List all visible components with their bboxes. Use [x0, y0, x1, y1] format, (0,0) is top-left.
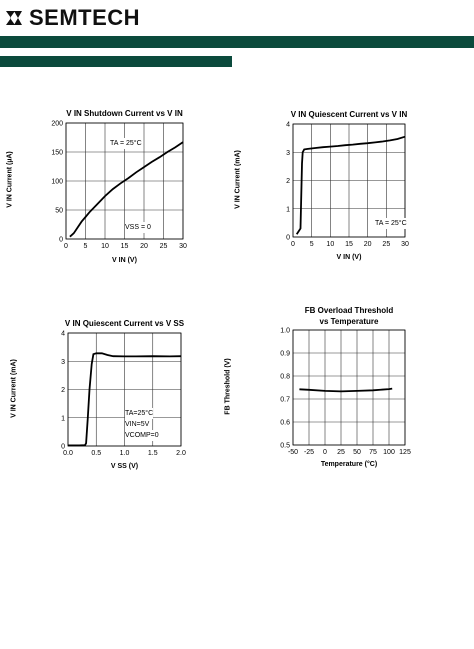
y-tick-label: 2: [286, 178, 290, 185]
series-line: [299, 387, 393, 393]
x-tick-label: 30: [179, 243, 187, 250]
y-tick-label: 4: [286, 122, 290, 129]
y-tick-label: 0.9: [280, 351, 290, 358]
y-axis-label: FB Threshold (V): [224, 357, 232, 415]
header-band: [0, 36, 474, 48]
y-tick-label: 0.8: [280, 374, 290, 381]
x-tick-label: 0: [323, 449, 327, 456]
y-tick-label: 0: [286, 235, 290, 242]
x-tick-label: 125: [399, 449, 411, 456]
x-tick-label: 25: [160, 243, 168, 250]
y-tick-label: 50: [55, 208, 63, 215]
series-line: [68, 352, 182, 447]
chart-title: V IN Quiescent Current vs V SS: [64, 319, 185, 328]
y-tick-label: 1: [286, 206, 290, 213]
section-bar: [0, 56, 232, 67]
y-tick-label: 0.6: [280, 420, 290, 427]
x-tick-label: 15: [121, 243, 129, 250]
x-axis-label: Temperature (°C): [320, 461, 378, 468]
y-tick-label: 0.5: [280, 443, 290, 450]
chart-annotation: VIN=5V: [125, 419, 150, 430]
x-axis-label: V SS (V): [110, 463, 139, 470]
chart-annotation: TA=25°C: [125, 408, 154, 419]
x-tick-label: 5: [310, 241, 314, 248]
x-tick-label: 0: [64, 243, 68, 250]
y-tick-label: 3: [61, 359, 65, 366]
y-tick-label: 0.7: [280, 397, 290, 404]
chart-title: FB Overload Threshold: [304, 306, 394, 315]
chart-title: V IN Shutdown Current vs V IN: [66, 109, 183, 118]
x-tick-label: 1.5: [148, 450, 158, 457]
plot-frame: [292, 123, 406, 238]
x-tick-label: 20: [140, 243, 148, 250]
y-tick-label: 150: [51, 150, 63, 157]
y-tick-label: 3: [286, 150, 290, 157]
x-axis-label: V IN (V): [336, 254, 362, 261]
chart-annotation: VSS = 0: [125, 222, 151, 233]
y-tick-label: 1.0: [280, 328, 290, 335]
plot-frame: [67, 332, 182, 447]
x-tick-label: 25: [382, 241, 390, 248]
semtech-logo-mark-icon: [6, 11, 22, 25]
series-line: [295, 135, 406, 235]
x-tick-label: -50: [288, 449, 298, 456]
x-tick-label: 100: [383, 449, 395, 456]
x-tick-label: 0.0: [63, 450, 73, 457]
y-tick-label: 1: [61, 415, 65, 422]
y-tick-label: 100: [51, 179, 63, 186]
semtech-logo: SEMTECH: [3, 3, 140, 33]
x-tick-label: 1.0: [120, 450, 130, 457]
y-tick-label: 2: [61, 387, 65, 394]
x-tick-label: 5: [84, 243, 88, 250]
x-axis-label: V IN (V): [112, 257, 137, 264]
chart-title: V IN Quiescent Current vs V IN: [290, 110, 408, 119]
plot-frame: [65, 122, 184, 240]
x-tick-label: 25: [337, 449, 345, 456]
x-tick-label: 20: [364, 241, 372, 248]
x-tick-label: 10: [326, 241, 334, 248]
x-tick-label: 15: [345, 241, 353, 248]
x-tick-label: -25: [304, 449, 314, 456]
brand-name: SEMTECH: [29, 5, 141, 30]
y-tick-label: 0: [61, 444, 65, 451]
plot-frame: [292, 329, 406, 446]
x-tick-label: 75: [369, 449, 377, 456]
x-tick-label: 0: [291, 241, 295, 248]
chart-subtitle: vs Temperature: [319, 317, 379, 326]
chart-annotation: VCOMP=0: [125, 430, 159, 441]
x-tick-label: 30: [401, 241, 409, 248]
chart-annotation: TA = 25°C: [375, 218, 407, 229]
x-tick-label: 0.5: [91, 450, 101, 457]
x-tick-label: 10: [101, 243, 109, 250]
x-tick-label: 50: [353, 449, 361, 456]
chart-annotation: TA = 25°C: [110, 138, 142, 149]
y-tick-label: 0: [59, 237, 63, 244]
x-tick-label: 2.0: [176, 450, 186, 457]
y-tick-label: 200: [51, 121, 63, 128]
series-line: [69, 141, 184, 238]
y-tick-label: 4: [61, 331, 65, 338]
